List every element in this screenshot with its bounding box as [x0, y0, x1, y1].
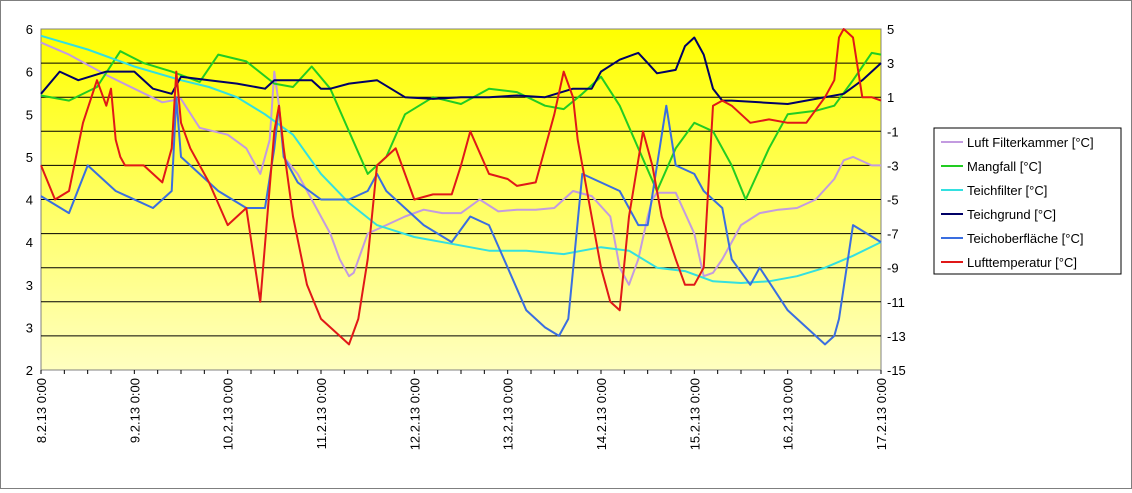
y-right-tick-label: 1 — [887, 90, 894, 105]
y-right-tick-label: 3 — [887, 56, 894, 71]
y-left-tick-label: 3 — [26, 320, 33, 335]
series-line — [40, 28, 882, 346]
series-line — [40, 41, 881, 286]
legend-entry: Mangfall [°C] — [967, 159, 1042, 174]
x-tick-label: 11.2.13 0:00 — [314, 378, 329, 449]
y-left-tick-label: 2 — [26, 363, 33, 378]
y-left-tick-label: 6 — [26, 65, 33, 80]
y-right-tick-label: -13 — [887, 329, 906, 344]
legend-entry: Luft Filterkammer [°C] — [967, 135, 1094, 150]
series-line — [40, 34, 882, 284]
y-left-tick-label: 5 — [26, 150, 33, 165]
y-left-tick-label: 4 — [26, 193, 33, 208]
x-tick-label: 15.2.13 0:00 — [687, 378, 702, 450]
y-right-tick-label: -11 — [887, 295, 905, 310]
y-right-tick-label: -1 — [887, 124, 899, 139]
series-line — [40, 96, 882, 346]
y-right-tick-label: -3 — [887, 158, 899, 173]
y-right-tick-label: 5 — [887, 22, 894, 37]
y-left-tick-label: 3 — [26, 278, 33, 293]
y-left-tick-label: 4 — [26, 235, 33, 250]
legend-entry: Teichfilter [°C] — [967, 183, 1047, 198]
x-tick-label: 17.2.13 0:00 — [874, 378, 889, 450]
y-right-tick-label: -15 — [887, 363, 906, 378]
legend-box — [933, 127, 1122, 275]
y-right-tick-label: -9 — [887, 261, 899, 276]
legend: Luft Filterkammer [°C] Mangfall [°C] Teich… — [933, 127, 1122, 275]
x-tick-label: 14.2.13 0:00 — [594, 378, 609, 450]
y-right-tick-label: -7 — [887, 227, 899, 242]
x-tick-label: 10.2.13 0:00 — [221, 378, 236, 450]
x-tick-label: 8.2.13 0:00 — [34, 378, 49, 443]
legend-entry: Lufttemperatur [°C] — [967, 255, 1077, 270]
y-right-tick-label: -5 — [887, 193, 899, 208]
grid-lines — [41, 62, 881, 337]
x-tick-label: 9.2.13 0:00 — [127, 378, 142, 443]
x-tick-label: 13.2.13 0:00 — [501, 378, 516, 450]
series-lines — [40, 28, 882, 346]
legend-entry: Teichoberfläche [°C] — [967, 231, 1083, 246]
x-tick-label: 16.2.13 0:00 — [781, 378, 796, 450]
x-tick-label: 12.2.13 0:00 — [407, 378, 422, 450]
y-left-tick-label: 5 — [26, 107, 33, 122]
series-line — [40, 50, 882, 201]
legend-entry: Teichgrund [°C] — [967, 207, 1056, 222]
y-left-tick-label: 6 — [26, 22, 33, 37]
series-line — [40, 36, 882, 105]
